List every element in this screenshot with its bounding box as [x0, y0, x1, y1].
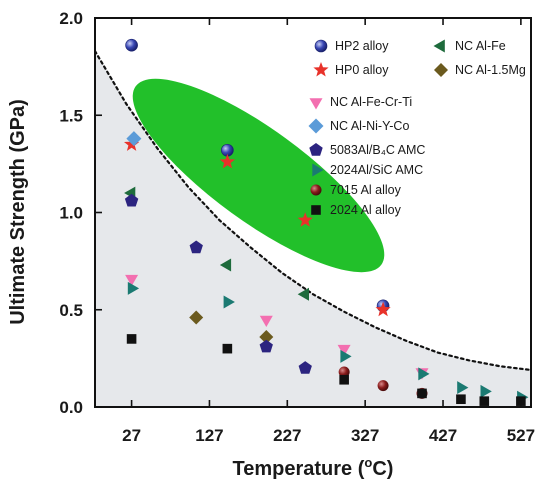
- point-series-7-1: [223, 295, 235, 309]
- point-series-1-2: [297, 212, 313, 227]
- point-series-7-2: [340, 349, 352, 363]
- point-series-6-0: [124, 193, 139, 207]
- legend-marker-8: [310, 184, 322, 196]
- legend-marker-7: [312, 163, 324, 177]
- highlight-ellipse: [132, 78, 385, 273]
- legend-marker-5: [308, 118, 324, 134]
- legend-label-5: NC Al-Ni-Y-Co: [330, 119, 409, 133]
- point-series-7-4: [457, 381, 469, 394]
- point-series-4-1: [259, 315, 273, 327]
- legend-label-7: 2024Al/SiC AMC: [330, 163, 423, 177]
- legend-label-2: NC Al-Fe: [455, 39, 506, 53]
- point-series-6-2: [259, 339, 273, 353]
- point-series-2-2: [297, 287, 309, 301]
- point-series-4-0: [125, 274, 139, 287]
- x-axis-title-sup: o: [364, 455, 372, 470]
- x-tick-label: 427: [429, 426, 457, 445]
- point-series-5-0: [126, 131, 142, 147]
- point-series-0-0: [125, 38, 138, 52]
- point-series-6-3: [298, 361, 312, 374]
- region-layer: [95, 49, 531, 407]
- point-series-7-5: [480, 384, 492, 398]
- point-series-7-3: [418, 367, 430, 381]
- legend: HP2 alloy NC Al-Fe HP0 alloy NC Al-1.5Mg NC …: [308, 39, 526, 217]
- legend-marker-6: [309, 143, 323, 156]
- point-series-8-0: [338, 366, 350, 378]
- y-tick-label: 1.0: [59, 204, 83, 223]
- point-series-3-0: [189, 310, 204, 325]
- point-series-1-1: [219, 153, 235, 169]
- x-axis-title-main: Temperature (: [233, 458, 365, 480]
- x-axis-title: Temperature (oC): [233, 455, 394, 480]
- legend-marker-1: [313, 62, 329, 77]
- point-series-9-5: [479, 396, 490, 406]
- point-series-9-0: [126, 334, 137, 344]
- legend-label-9: 2024 Al alloy: [330, 203, 402, 217]
- x-tick-label: 127: [195, 426, 223, 445]
- shaded-region: [95, 51, 531, 407]
- boundary-curve: [95, 49, 531, 372]
- legend-marker-9: [311, 205, 321, 215]
- x-tick-label: 327: [351, 426, 379, 445]
- y-tick-label: 0.0: [59, 398, 83, 417]
- point-series-9-4: [456, 394, 466, 405]
- point-series-9-2: [339, 374, 349, 385]
- legend-label-0: HP2 alloy: [335, 39, 389, 53]
- legend-label-3: NC Al-1.5Mg: [455, 63, 526, 77]
- legend-label-1: HP0 alloy: [335, 63, 389, 77]
- legend-label-4: NC Al-Fe-Cr-Ti: [330, 95, 412, 109]
- x-tick-label: 527: [507, 426, 535, 445]
- legend-marker-3: [434, 63, 448, 77]
- legend-marker-0: [314, 39, 328, 53]
- axis-layer: 27 127 227 327 427 527 0.0 0.5 1.0 1.5 2.0: [59, 9, 535, 445]
- legend-label-8: 7015 Al alloy: [330, 183, 402, 197]
- x-tick-label: 227: [273, 426, 301, 445]
- legend-label-6: 5083Al/B₄C AMC: [330, 143, 425, 157]
- marker-layer: [124, 38, 529, 406]
- x-tick-label: 27: [122, 426, 141, 445]
- point-series-8-1: [377, 380, 389, 392]
- x-axis-title-tail: C): [372, 458, 393, 480]
- y-axis-title: Ultimate Strength (GPa): [7, 99, 29, 325]
- point-series-2-1: [219, 258, 232, 272]
- point-series-6-1: [189, 240, 203, 254]
- point-series-9-3: [417, 388, 427, 399]
- y-tick-label: 1.5: [59, 106, 83, 125]
- point-series-1-3: [375, 301, 391, 317]
- point-series-9-1: [222, 343, 233, 354]
- point-series-7-0: [127, 281, 140, 295]
- point-series-4-2: [337, 344, 351, 357]
- point-series-3-1: [259, 330, 274, 344]
- y-tick-label: 2.0: [59, 9, 83, 28]
- legend-marker-4: [309, 98, 323, 110]
- y-tick-label: 0.5: [59, 301, 83, 320]
- legend-marker-2: [433, 39, 445, 53]
